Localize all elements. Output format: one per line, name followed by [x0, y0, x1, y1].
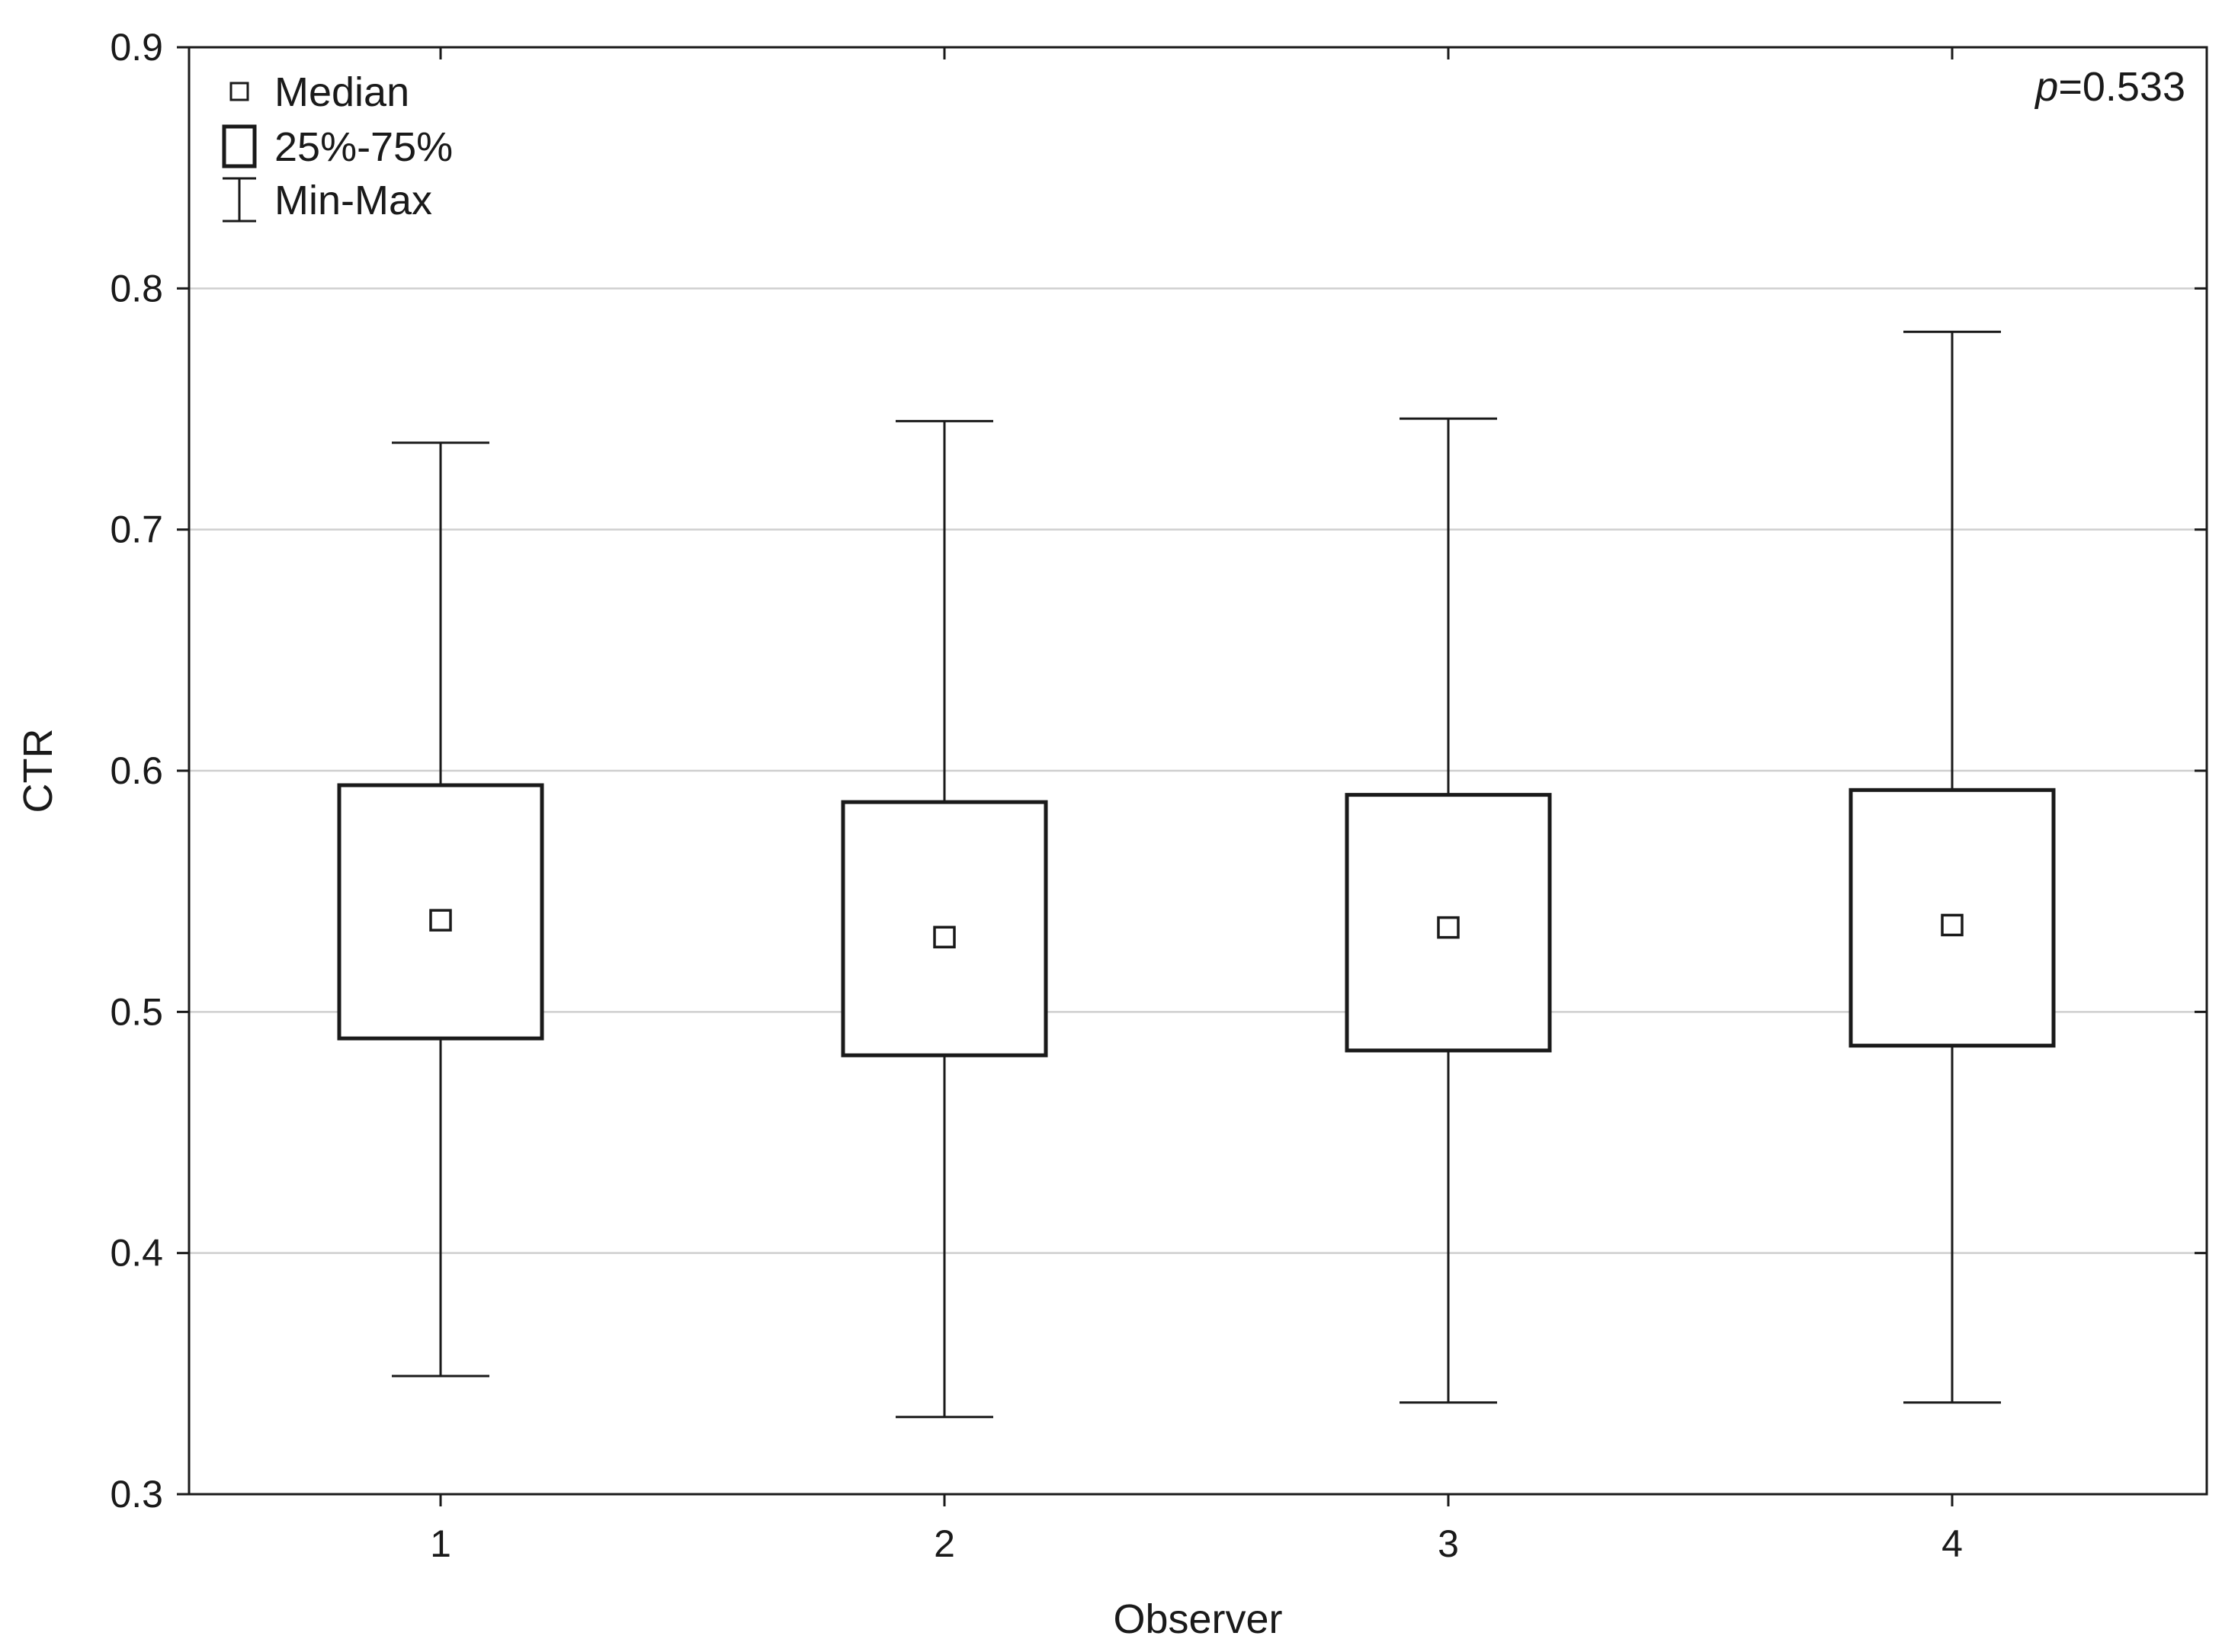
legend-median-icon [229, 82, 249, 101]
legend: Median 25%-75% Min-Max [222, 69, 453, 223]
y-tick-label: 0.9 [110, 26, 163, 69]
y-axis-title: CTR [15, 729, 61, 813]
p-value-text: =0.533 [2058, 64, 2185, 110]
median-marker [1941, 913, 1964, 937]
p-value-annotation: p=0.533 [2034, 64, 2185, 110]
x-tick-label: 1 [430, 1522, 451, 1565]
median-marker [1437, 916, 1460, 939]
y-axis: 0.3 0.4 0.5 0.6 0.7 0.8 0.9 [110, 26, 2207, 1516]
box-observer-2 [841, 419, 1048, 1419]
median-marker [429, 909, 452, 932]
box-observer-1 [337, 441, 544, 1378]
legend-label: 25%-75% [274, 124, 453, 170]
x-tick-label: 3 [1438, 1522, 1459, 1565]
box-series [337, 330, 2056, 1419]
p-value-symbol: p [2034, 64, 2058, 110]
y-tick-label: 0.4 [110, 1232, 163, 1275]
median-marker [933, 925, 956, 949]
legend-label: Min-Max [274, 178, 432, 223]
y-tick-label: 0.5 [110, 990, 163, 1033]
legend-label: Median [274, 69, 409, 115]
y-tick-label: 0.8 [110, 267, 163, 310]
legend-box-icon [222, 124, 257, 168]
x-axis-title: Observer [1113, 1596, 1282, 1642]
y-tick-label: 0.3 [110, 1473, 163, 1516]
y-tick-label: 0.7 [110, 508, 163, 551]
x-axis: 1 2 3 4 [430, 47, 1963, 1565]
y-tick-label: 0.6 [110, 749, 163, 792]
box-observer-4 [1848, 330, 2056, 1404]
x-tick-label: 4 [1941, 1522, 1963, 1565]
x-tick-label: 2 [934, 1522, 955, 1565]
box-observer-3 [1345, 417, 1552, 1404]
